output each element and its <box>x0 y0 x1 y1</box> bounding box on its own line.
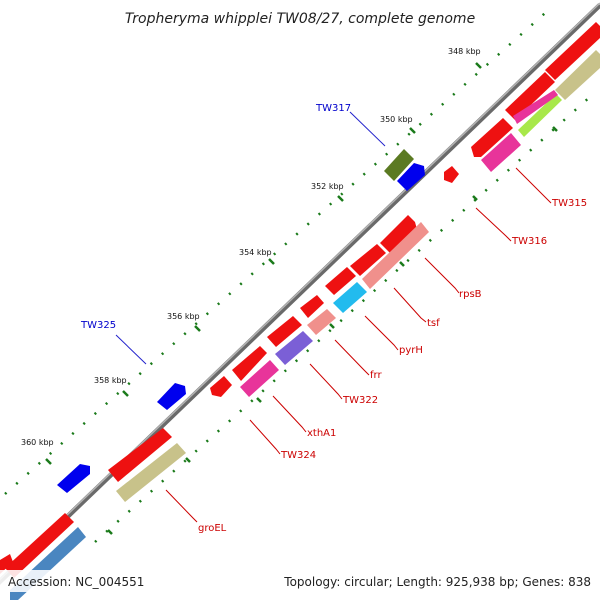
major-ticks <box>45 62 482 465</box>
scale-labels: 348 kbp 350 kbp 352 kbp 354 kbp 356 kbp … <box>21 47 481 447</box>
gene-label-tw322[interactable]: TW322 <box>342 395 378 406</box>
gene-arrow-tsf[interactable] <box>333 282 367 313</box>
scale-label-354: 354 kbp <box>239 248 272 257</box>
gene-arrow-blue-1[interactable] <box>397 163 425 191</box>
gene-labels: TW317 TW325 TW315 TW316 rpsB tsf pyrH fr… <box>80 103 587 534</box>
gene-arrow-red-mid-3[interactable] <box>325 267 356 295</box>
genome-summary-text: Topology: circular; Length: 925,938 bp; … <box>283 575 591 589</box>
gene-arrow-pyrh[interactable] <box>307 309 336 335</box>
scale-label-358: 358 kbp <box>94 376 127 385</box>
scale-label-350: 350 kbp <box>380 115 413 124</box>
gene-arrow-khaki-top[interactable] <box>555 50 600 100</box>
reverse-genes-red <box>0 22 600 578</box>
leader-lines-forward <box>115 111 386 365</box>
gene-label-tw325[interactable]: TW325 <box>80 320 116 331</box>
gene-arrow-red-top-2[interactable] <box>505 72 555 120</box>
gene-arrow-blue-2[interactable] <box>57 464 90 493</box>
gene-arrow-red-edge[interactable] <box>0 554 13 574</box>
gene-arrow-red-mid-5[interactable] <box>267 316 302 347</box>
gene-arrow-red-mid-2[interactable] <box>350 244 386 276</box>
scale-label-360: 360 kbp <box>21 438 54 447</box>
gene-arrow-tw315-pink[interactable] <box>481 133 521 172</box>
scale-label-356: 356 kbp <box>167 312 200 321</box>
gene-label-tw316[interactable]: TW316 <box>511 236 547 247</box>
gene-arrow-tw317[interactable] <box>384 149 414 181</box>
gene-arrow-magenta-top[interactable] <box>513 90 558 124</box>
gene-arrow-red-mid-4[interactable] <box>300 295 324 318</box>
gene-arrow-tw325[interactable] <box>157 383 186 410</box>
gene-arrow-red-top-1[interactable] <box>545 22 600 80</box>
gene-label-xtha1[interactable]: xthA1 <box>307 428 336 439</box>
gene-arrow-rpsb[interactable] <box>362 222 429 289</box>
gene-label-tw315[interactable]: TW315 <box>551 198 587 209</box>
reverse-genes-colored <box>10 50 600 600</box>
scale-label-352: 352 kbp <box>311 182 344 191</box>
accession-text: Accession: NC_004551 <box>8 575 144 589</box>
gene-arrow-red-mid-7[interactable] <box>210 376 232 397</box>
gene-arrow-lime[interactable] <box>518 94 562 137</box>
gene-arrow-groel[interactable] <box>116 443 186 502</box>
scale-track-outer <box>4 5 554 495</box>
gene-label-tsf[interactable]: tsf <box>427 318 440 329</box>
gene-label-frr[interactable]: frr <box>370 370 382 381</box>
gene-arrow-groel-red[interactable] <box>108 428 172 482</box>
gene-arrow-tw315-red[interactable] <box>471 118 513 157</box>
inner-ticks <box>107 126 558 535</box>
gene-arrow-tw316[interactable] <box>444 166 459 183</box>
gene-label-rpsb[interactable]: rpsB <box>459 289 482 300</box>
gene-arrow-red-mid-6[interactable] <box>232 346 267 381</box>
scale-label-348: 348 kbp <box>448 47 481 56</box>
genome-backbone <box>0 2 600 585</box>
gene-label-groel[interactable]: groEL <box>198 523 227 534</box>
gene-label-pyrh[interactable]: pyrH <box>399 345 423 356</box>
map-title: Tropheryma whipplei TW08/27, complete ge… <box>125 11 475 27</box>
forward-genes <box>57 149 425 493</box>
footer: Accession: NC_004551 Topology: circular;… <box>0 570 600 592</box>
gene-arrow-tw322[interactable] <box>275 331 313 365</box>
gene-arrow-red-bottom[interactable] <box>5 513 74 578</box>
gene-arrow-red-mid-1[interactable] <box>380 215 418 253</box>
leader-lines-reverse <box>165 167 552 523</box>
gene-label-tw324[interactable]: TW324 <box>280 450 316 461</box>
gene-label-tw317[interactable]: TW317 <box>315 103 351 114</box>
gene-arrow-xtha1[interactable] <box>240 360 279 397</box>
